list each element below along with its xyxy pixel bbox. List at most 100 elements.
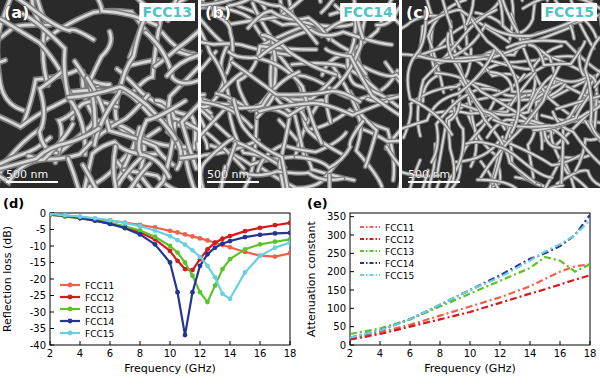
point [220,291,225,296]
tube-highlight [529,42,585,65]
point [168,244,173,249]
plot-frame [50,213,290,345]
point [50,213,52,216]
point [78,214,83,219]
y-tick [350,345,354,346]
point [288,221,290,226]
y-tick [50,262,54,263]
y-tick-label: -20 [30,274,46,285]
point [228,234,233,239]
tube-highlight [23,14,85,155]
tube [59,158,83,188]
x-tick [110,341,111,345]
point [220,236,225,241]
point [63,213,68,218]
tube [259,102,387,116]
series-line [350,275,590,339]
point [123,220,128,225]
y-axis-title: Reflection loss (dB) [1,226,14,332]
x-tick [200,341,201,345]
point [228,257,233,262]
x-tick [350,341,351,345]
tube-highlight [262,35,336,74]
x-tick-label: 14 [224,348,237,359]
panel-letter: (d) [3,196,24,211]
tube-highlight [78,146,120,188]
series-line [50,215,290,302]
scale-bar [207,181,259,183]
y-tick-label: -15 [30,257,46,268]
x-tick [80,341,81,345]
x-tick-label: 12 [494,348,507,359]
point [168,234,173,239]
point [220,241,225,246]
point [168,260,173,265]
legend-label: FCC11 [385,223,414,233]
tube-highlight [492,82,563,184]
x-tick [560,341,561,345]
x-tick-label: 10 [164,348,177,359]
tube [477,180,550,188]
y-tick [350,253,354,254]
chart: 24681012141618-40-35-30-25-20-15-10-50Fr… [1,196,296,375]
tube [0,60,5,87]
tube [402,49,495,134]
point [50,213,52,216]
point [220,267,225,272]
x-tick-label: 2 [347,348,353,359]
point [153,234,158,239]
panel-letter: (a) [4,3,29,22]
point [228,296,233,301]
tube-highlight [296,121,363,168]
tube [0,0,94,40]
x-tick [290,341,291,345]
point [288,240,290,245]
point [243,235,248,240]
series-line [50,214,290,335]
point [228,239,233,244]
y-tick [50,295,54,296]
tube-highlight [494,94,591,127]
x-tick [380,341,381,345]
x-tick-label: 8 [437,348,443,359]
tube [232,62,360,101]
tube-highlight [232,62,360,101]
tube-highlight [201,0,317,43]
legend-marker [68,283,73,288]
tube-highlight [96,123,175,188]
point [78,215,83,220]
point [258,242,263,247]
tube-highlight [386,147,399,188]
tube-highlight [201,30,252,127]
tube-highlight [45,164,150,188]
tube-highlight [95,12,149,145]
tube [585,38,600,144]
point [273,239,278,244]
panel-letter: (b) [205,3,231,22]
point [243,247,248,252]
point [198,263,203,268]
point [205,252,210,257]
tube [492,82,563,184]
point [63,213,68,218]
point [50,213,52,217]
point [205,263,210,268]
series-line [350,257,590,334]
scale-bar-label: 500 nm [408,168,450,181]
point [63,214,68,219]
point [63,214,68,219]
sem-image [201,0,399,188]
x-tick [50,341,51,345]
point [123,225,128,230]
point [213,245,218,250]
legend-label: FCC15 [385,271,414,281]
sample-label: FCC13 [142,4,192,20]
tube [471,17,519,133]
point [168,228,173,233]
point [175,230,180,235]
x-tick [410,341,411,345]
y-tick [50,229,54,230]
legend-swatch [360,238,380,240]
y-tick-label: 150 [327,285,346,296]
tube-highlight [139,101,186,177]
